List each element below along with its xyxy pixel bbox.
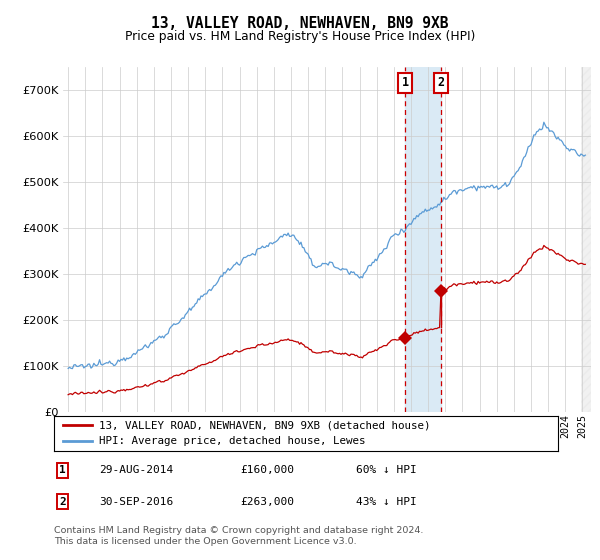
Text: 2: 2 [59,497,66,507]
Text: 2: 2 [437,76,445,89]
Text: HPI: Average price, detached house, Lewes: HPI: Average price, detached house, Lewe… [100,436,366,446]
Text: 30-SEP-2016: 30-SEP-2016 [100,497,173,507]
Text: 13, VALLEY ROAD, NEWHAVEN, BN9 9XB: 13, VALLEY ROAD, NEWHAVEN, BN9 9XB [151,16,449,31]
Text: 13, VALLEY ROAD, NEWHAVEN, BN9 9XB (detached house): 13, VALLEY ROAD, NEWHAVEN, BN9 9XB (deta… [100,421,431,431]
Bar [581,67,591,412]
Text: 1: 1 [59,465,66,475]
Text: Contains HM Land Registry data © Crown copyright and database right 2024.
This d: Contains HM Land Registry data © Crown c… [54,526,424,546]
Text: £263,000: £263,000 [241,497,295,507]
Text: 1: 1 [402,76,409,89]
Text: 60% ↓ HPI: 60% ↓ HPI [356,465,417,475]
Bar [405,67,441,412]
Text: Price paid vs. HM Land Registry's House Price Index (HPI): Price paid vs. HM Land Registry's House … [125,30,475,43]
Text: 29-AUG-2014: 29-AUG-2014 [100,465,173,475]
Text: 43% ↓ HPI: 43% ↓ HPI [356,497,417,507]
Text: £160,000: £160,000 [241,465,295,475]
